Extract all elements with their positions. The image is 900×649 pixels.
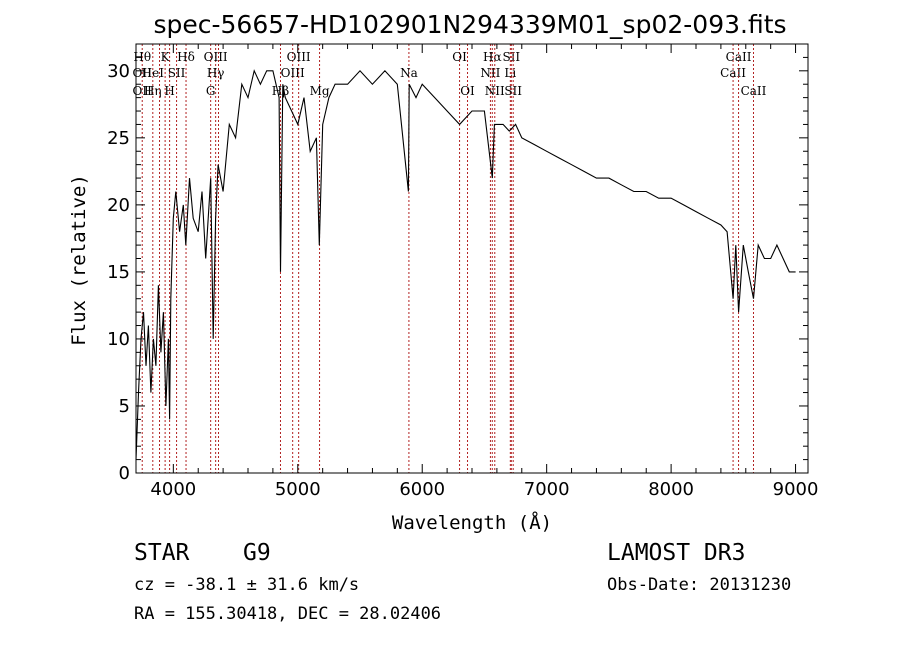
- axis-ticks: 4000 5000 6000 7000 8000 9000 0 5 10 15 20 25 30: [107, 44, 818, 500]
- line-label: OIII: [281, 66, 305, 80]
- line-label: OIII: [204, 50, 228, 64]
- line-label: NII: [480, 66, 500, 80]
- x-tick-label: 7000: [524, 479, 570, 500]
- x-tick-label: 9000: [773, 479, 819, 500]
- spectrum-series: [135, 69, 796, 460]
- survey-name: LAMOST DR3: [607, 540, 745, 566]
- line-label: Mg: [310, 84, 330, 98]
- line-label: OI: [460, 84, 475, 98]
- y-tick-label: 10: [107, 329, 130, 350]
- line-label: K: [161, 50, 171, 64]
- y-tick-label: 25: [107, 128, 130, 149]
- object-class: STAR: [134, 540, 190, 566]
- line-label: OII: [133, 66, 153, 80]
- chart-title: spec-56657-HD102901N294339M01_sp02-093.f…: [153, 10, 786, 39]
- x-tick-label: 6000: [399, 479, 445, 500]
- line-label: Hγ: [207, 66, 225, 80]
- emission-line-markers: HθOIIOIIHeIHηKHSIIHδGOIIIHγHβOIIIOIIIMgN…: [133, 44, 767, 473]
- plot-frame: [135, 43, 809, 474]
- y-axis-label: Flux (relative): [68, 174, 90, 346]
- y-tick-label: 20: [107, 195, 130, 216]
- line-label: Li: [504, 66, 516, 80]
- y-tick-label: 0: [119, 463, 130, 484]
- line-label: H: [164, 84, 174, 98]
- x-tick-label: 8000: [648, 479, 694, 500]
- obs-date-text: Obs-Date: 20131230: [607, 575, 791, 595]
- line-label: Hδ: [177, 50, 195, 64]
- line-label: NII: [485, 84, 505, 98]
- y-tick-label: 5: [119, 396, 130, 417]
- line-label: SII: [504, 84, 522, 98]
- line-label: CaII: [741, 84, 767, 98]
- line-label: OI: [452, 50, 467, 64]
- line-label: OII: [133, 84, 153, 98]
- line-label: OIII: [287, 50, 311, 64]
- x-tick-label: 4000: [150, 479, 196, 500]
- line-label: Hβ: [272, 84, 289, 98]
- line-label: SII: [502, 50, 520, 64]
- x-axis-label: Wavelength (Å): [392, 511, 552, 534]
- line-label: CaII: [720, 66, 746, 80]
- coords-text: RA = 155.30418, DEC = 28.02406: [134, 604, 441, 624]
- line-label: Hα: [483, 50, 502, 64]
- line-label: Na: [400, 66, 418, 80]
- line-label: Hθ: [133, 50, 151, 64]
- x-tick-label: 5000: [275, 479, 321, 500]
- line-label: CaII: [726, 50, 752, 64]
- y-tick-label: 15: [107, 262, 130, 283]
- line-label: HeI: [142, 66, 165, 80]
- line-label: G: [206, 84, 216, 98]
- spectrum-line: [135, 69, 796, 460]
- line-label: Hη: [144, 84, 162, 98]
- object-subclass: G9: [243, 540, 271, 566]
- line-label: SII: [168, 66, 186, 80]
- redshift-text: cz = -38.1 ± 31.6 km/s: [134, 575, 359, 595]
- y-tick-label: 30: [107, 61, 130, 82]
